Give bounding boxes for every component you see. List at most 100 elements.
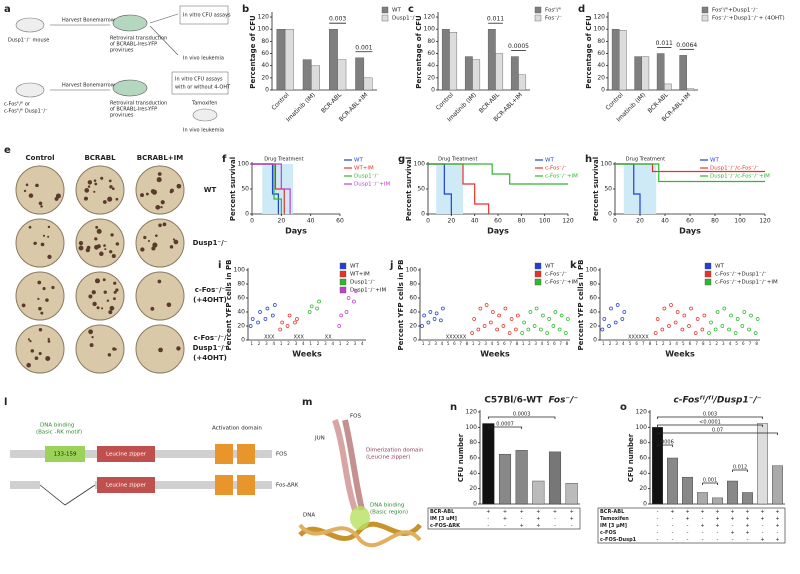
point <box>667 324 671 328</box>
colony <box>35 183 39 188</box>
colony <box>151 246 156 251</box>
x-axis-label: Weeks <box>480 350 510 359</box>
legend-label: Dusp1⁻/⁻ <box>350 280 375 286</box>
colony <box>108 179 112 183</box>
panel-letter: c <box>408 4 414 15</box>
x-tick-label: 3 <box>324 341 327 346</box>
y-tick-label: 50 <box>604 186 612 193</box>
point <box>622 310 627 314</box>
row-label: c-Fos⁻/⁻/ <box>193 334 226 342</box>
plate <box>135 218 185 268</box>
x-tick-label: 7 <box>509 341 512 346</box>
point <box>352 299 356 304</box>
colony <box>38 351 42 356</box>
colony <box>94 278 101 284</box>
arrow <box>149 13 179 24</box>
mouse <box>15 82 45 98</box>
table-border <box>597 507 786 544</box>
point <box>470 331 474 335</box>
x-tick-label: 1 <box>309 341 312 346</box>
cell: - <box>687 530 689 536</box>
row-label: IM [3 uM] <box>430 516 457 522</box>
point <box>344 310 349 314</box>
row-label: WT <box>204 186 217 194</box>
x-tick-label: 1 <box>250 341 253 346</box>
colony <box>91 290 96 295</box>
y-tick-label: 100 <box>406 267 418 274</box>
colony <box>140 193 144 198</box>
x-tick-label: 120 <box>759 218 771 225</box>
y-tick-label: 0 <box>601 87 605 94</box>
colony <box>140 247 145 252</box>
colony <box>28 225 32 229</box>
x-tick-label: Control <box>435 91 456 112</box>
bar <box>311 65 320 91</box>
y-tick-label: 100 <box>238 161 250 168</box>
point <box>747 327 751 332</box>
cell: - <box>732 523 734 529</box>
plate <box>15 324 65 374</box>
plate <box>75 218 125 268</box>
point <box>600 327 605 332</box>
mouse <box>192 108 218 122</box>
panel-letter: b <box>242 4 249 15</box>
cell: + <box>503 516 507 522</box>
plate <box>15 165 65 215</box>
point <box>509 317 514 321</box>
colony <box>107 196 113 202</box>
cell: + <box>775 516 779 522</box>
cell: + <box>670 509 674 515</box>
point <box>660 327 665 332</box>
bar <box>548 451 562 505</box>
point <box>315 306 319 311</box>
label: FOS <box>350 414 361 420</box>
point <box>526 327 531 332</box>
panel-letter: i <box>218 260 221 271</box>
y-axis-label: Percentage of CFU <box>585 15 593 89</box>
x-tick-label: 120 <box>562 218 574 225</box>
x-tick-label: 5 <box>447 341 450 346</box>
annotation: XXXXXX <box>446 335 467 341</box>
point <box>248 324 253 328</box>
colony <box>89 343 94 348</box>
cell: - <box>762 523 764 529</box>
colony <box>93 179 97 182</box>
x-tick-label: 60 <box>494 218 502 225</box>
colony <box>100 176 104 180</box>
x-tick-label: 2 <box>258 341 261 346</box>
bar <box>329 29 338 91</box>
label: (Basic region) <box>370 510 408 516</box>
point <box>755 317 760 321</box>
panel-letter: d <box>578 4 585 15</box>
bar <box>682 476 693 505</box>
point <box>680 327 685 332</box>
bar <box>712 497 723 505</box>
y-axis-label: CFU number <box>457 433 465 482</box>
cell: + <box>536 523 540 529</box>
colony <box>174 240 178 244</box>
plate <box>75 271 125 321</box>
x-tick-label: 3 <box>669 341 672 346</box>
bracket <box>487 416 556 419</box>
x-tick-label: 2 <box>287 341 290 346</box>
y-tick-label: 100 <box>586 267 598 274</box>
point <box>263 317 268 321</box>
y-tick-label: 40 <box>237 309 245 316</box>
x-tick-label: 3 <box>295 341 298 346</box>
y-axis-label: Percent YFP cells in PB <box>577 260 585 351</box>
x-tick-label: 0 <box>613 218 617 225</box>
point <box>420 324 424 328</box>
deletion <box>39 484 96 506</box>
bracket <box>487 426 523 429</box>
legend-label: c-Fos⁻/⁻+IM <box>545 280 578 286</box>
point <box>687 324 691 328</box>
x-tick-label: 80 <box>711 218 719 225</box>
x-tick-label: BCR-ABL <box>320 91 344 115</box>
label: In vivo leukemia <box>183 56 224 62</box>
y-tick-label: 0 <box>643 501 647 508</box>
point <box>749 313 753 318</box>
colony <box>103 290 107 294</box>
point <box>293 320 297 325</box>
